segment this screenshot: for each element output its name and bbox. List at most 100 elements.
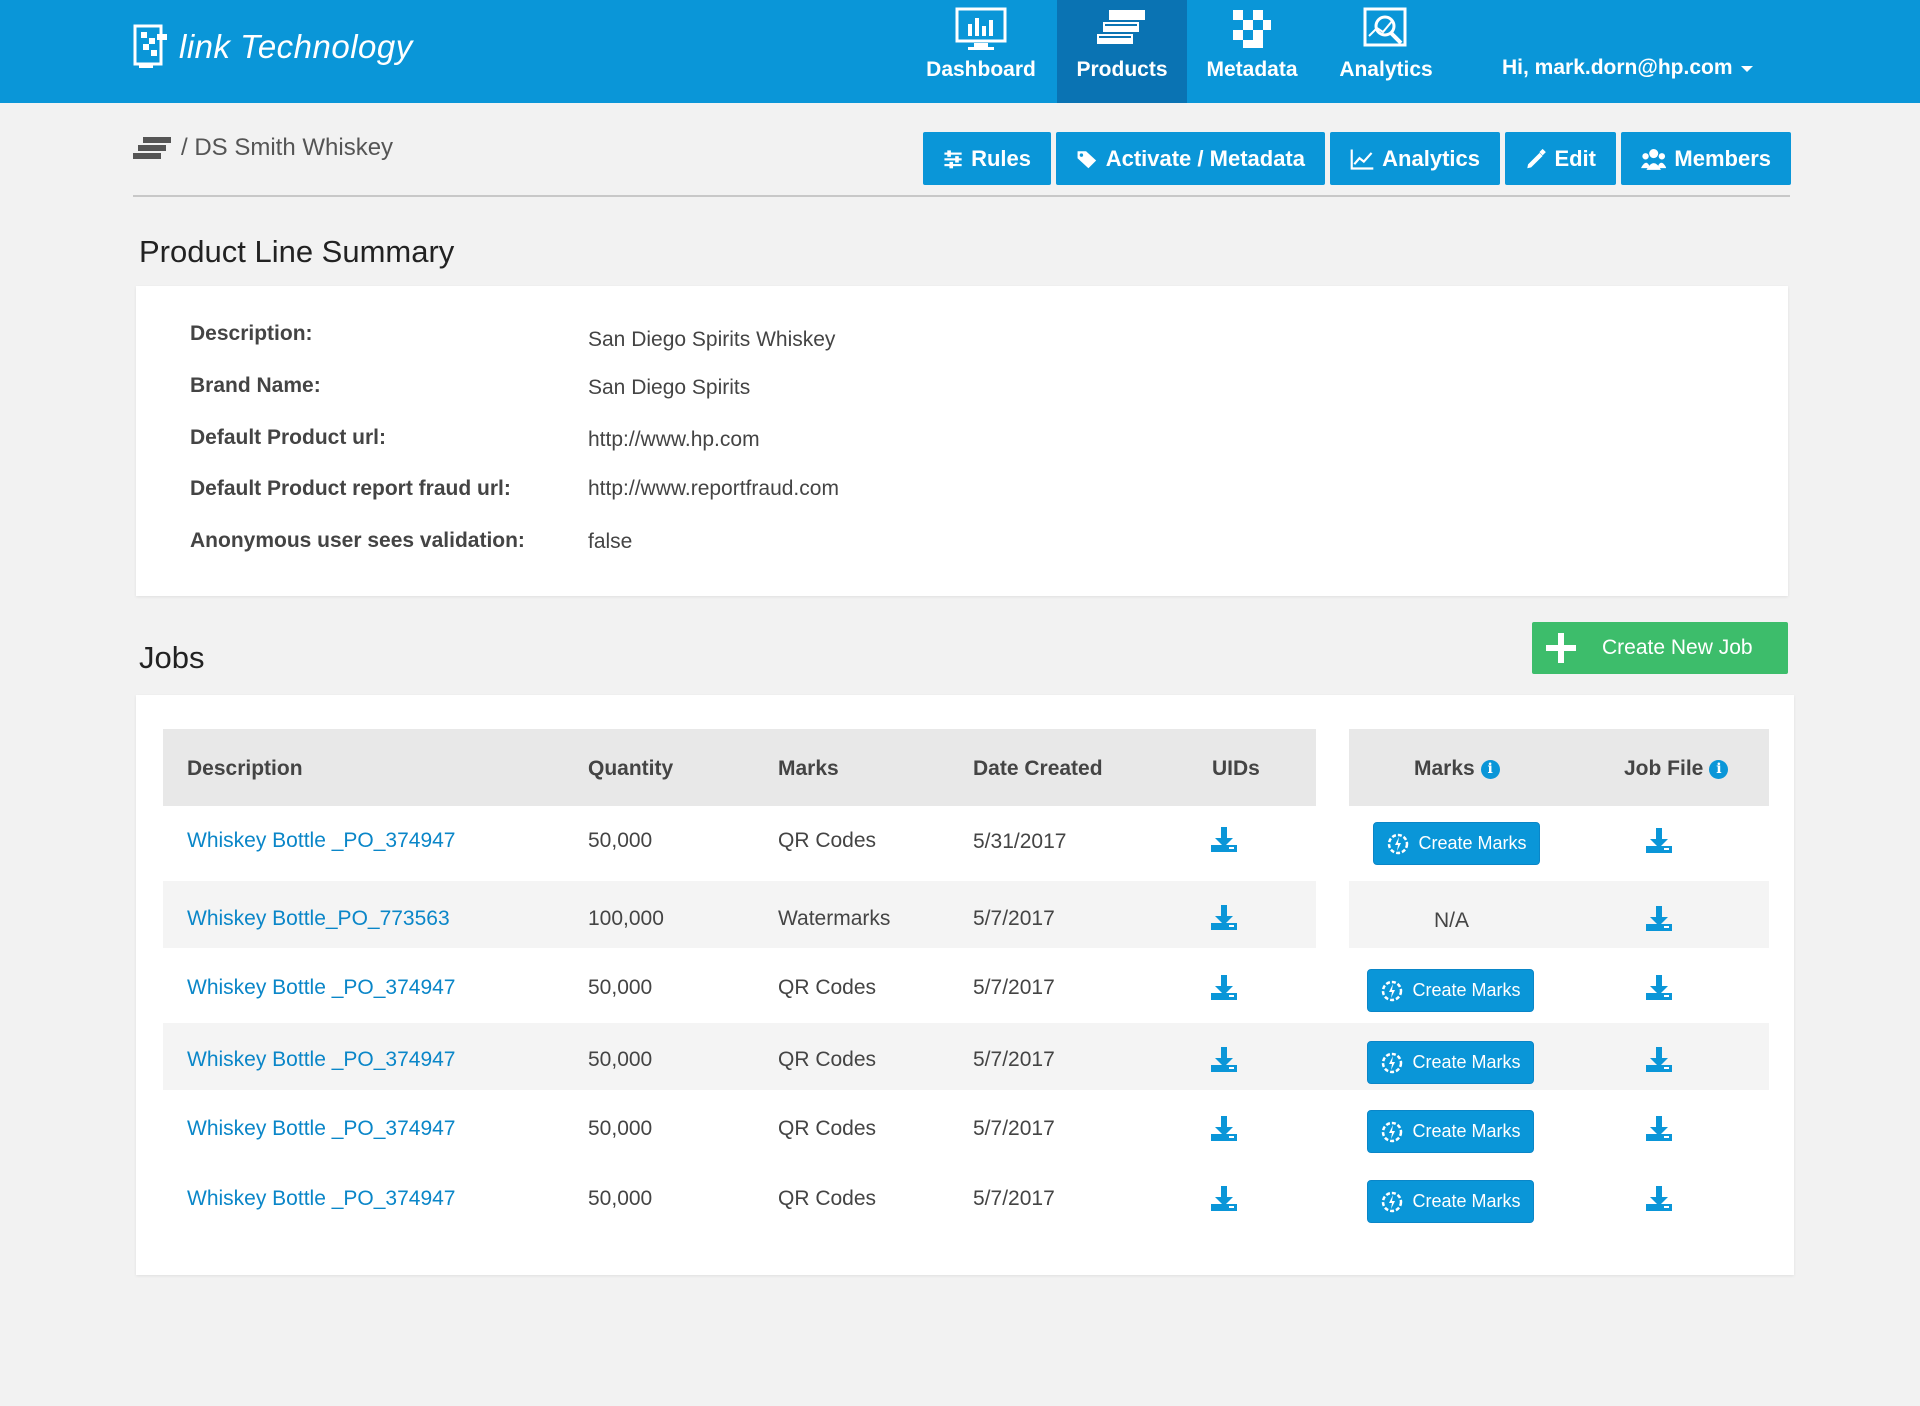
field-value: San Diego Spirits	[588, 376, 751, 399]
job-quantity: 50,000	[588, 976, 653, 999]
rules-label: Rules	[971, 145, 1031, 171]
gear-icon	[1382, 1121, 1403, 1142]
activate-metadata-button[interactable]: Activate / Metadata	[1056, 132, 1325, 185]
job-description-link[interactable]: Whiskey Bottle _PO_374947	[187, 976, 456, 999]
nav-dashboard-label: Dashboard	[926, 58, 1036, 81]
user-menu[interactable]: Hi, mark.dorn@hp.com	[1502, 56, 1753, 80]
job-marks: QR Codes	[778, 1048, 877, 1071]
chevron-down-icon	[1740, 66, 1753, 72]
job-description-link[interactable]: Whiskey Bottle _PO_374947	[187, 829, 456, 852]
summary-title: Product Line Summary	[139, 234, 455, 269]
info-icon[interactable]: i	[1480, 759, 1500, 779]
plus-icon	[1546, 633, 1576, 663]
create-new-job-button[interactable]: Create New Job	[1532, 622, 1788, 674]
job-date: 5/7/2017	[973, 1117, 1055, 1140]
edit-label: Edit	[1554, 145, 1596, 171]
create-marks-button[interactable]: Create Marks	[1373, 822, 1540, 865]
table-header	[163, 729, 1316, 806]
analytics-icon	[1363, 7, 1407, 47]
field-label: Default Product url:	[190, 426, 387, 449]
metadata-icon	[1233, 10, 1271, 48]
nav-metadata-label: Metadata	[1206, 58, 1298, 81]
user-greeting: Hi, mark.dorn@hp.com	[1502, 56, 1733, 79]
row-stripe	[1349, 881, 1769, 948]
summary-card: Description: San Diego Spirits Whiskey B…	[136, 286, 1788, 596]
job-quantity: 100,000	[588, 907, 664, 930]
nav-products[interactable]: Products	[1057, 0, 1187, 103]
download-job-file-icon[interactable]	[1645, 1185, 1673, 1213]
nav-metadata[interactable]: Metadata	[1190, 0, 1314, 103]
divider	[133, 195, 1790, 197]
create-marks-label: Create Marks	[1412, 1121, 1521, 1141]
members-button[interactable]: Members	[1621, 132, 1791, 185]
job-description-link[interactable]: Whiskey Bottle _PO_374947	[187, 1117, 456, 1140]
download-uids-icon[interactable]	[1210, 974, 1238, 1002]
job-date: 5/31/2017	[973, 830, 1067, 853]
products-icon	[1097, 10, 1145, 44]
nav-analytics-label: Analytics	[1339, 58, 1433, 81]
users-icon	[1641, 148, 1667, 170]
job-description-link[interactable]: Whiskey Bottle _PO_374947	[187, 1048, 456, 1071]
download-job-file-icon[interactable]	[1645, 827, 1673, 855]
job-quantity: 50,000	[588, 829, 653, 852]
brand-name: link Technology	[179, 28, 413, 65]
create-marks-button[interactable]: Create Marks	[1367, 969, 1534, 1012]
nav-products-label: Products	[1076, 58, 1168, 81]
analytics-button[interactable]: Analytics	[1330, 132, 1500, 185]
download-uids-icon[interactable]	[1210, 1115, 1238, 1143]
gear-icon	[1382, 1052, 1403, 1073]
job-marks: Watermarks	[778, 907, 891, 930]
col-date-created[interactable]: Date Created	[973, 757, 1103, 780]
sliders-icon	[944, 149, 962, 168]
job-marks: QR Codes	[778, 1117, 877, 1140]
nav-dashboard[interactable]: Dashboard	[917, 0, 1045, 103]
field-value: http://www.hp.com	[588, 428, 760, 451]
create-marks-label: Create Marks	[1418, 833, 1527, 853]
download-uids-icon[interactable]	[1210, 1046, 1238, 1074]
col-description[interactable]: Description	[187, 757, 303, 780]
download-job-file-icon[interactable]	[1645, 1115, 1673, 1143]
brand-logo[interactable]: link Technology	[133, 22, 413, 72]
field-label: Brand Name:	[190, 374, 321, 397]
job-description-link[interactable]: Whiskey Bottle _PO_374947	[187, 1187, 456, 1210]
job-marks: QR Codes	[778, 829, 877, 852]
job-date: 5/7/2017	[973, 907, 1055, 930]
dashboard-icon	[955, 7, 1007, 50]
analytics-label: Analytics	[1382, 145, 1480, 171]
rules-button[interactable]: Rules	[923, 132, 1051, 185]
create-marks-label: Create Marks	[1412, 1052, 1521, 1072]
products-breadcrumb-icon[interactable]	[133, 134, 173, 162]
col-job-file-label: Job File	[1624, 757, 1704, 780]
col-uids[interactable]: UIDs	[1212, 757, 1260, 780]
edit-button[interactable]: Edit	[1505, 132, 1616, 185]
col-job-file: Job File i	[1624, 757, 1729, 781]
create-new-job-label: Create New Job	[1602, 636, 1753, 659]
create-marks-button[interactable]: Create Marks	[1367, 1041, 1534, 1084]
create-marks-button[interactable]: Create Marks	[1367, 1110, 1534, 1153]
job-marks: QR Codes	[778, 1187, 877, 1210]
product-actions: Rules Activate / Metadata Analytics Edit	[923, 132, 1791, 185]
tag-icon	[1077, 150, 1097, 168]
line-chart-icon	[1350, 149, 1374, 170]
gear-icon	[1382, 980, 1403, 1001]
download-job-file-icon[interactable]	[1645, 1046, 1673, 1074]
job-quantity: 50,000	[588, 1117, 653, 1140]
job-date: 5/7/2017	[973, 976, 1055, 999]
col-quantity[interactable]: Quantity	[588, 757, 674, 780]
create-marks-label: Create Marks	[1412, 1191, 1521, 1211]
info-icon[interactable]: i	[1709, 759, 1729, 779]
field-label: Description:	[190, 322, 313, 345]
gear-icon	[1388, 833, 1409, 854]
download-uids-icon[interactable]	[1210, 826, 1238, 854]
nav-analytics[interactable]: Analytics	[1325, 0, 1447, 103]
col-marks[interactable]: Marks	[778, 757, 839, 780]
job-description-link[interactable]: Whiskey Bottle_PO_773563	[187, 907, 450, 930]
link-logo-icon	[133, 24, 167, 68]
download-job-file-icon[interactable]	[1645, 905, 1673, 933]
job-marks: QR Codes	[778, 976, 877, 999]
download-uids-icon[interactable]	[1210, 904, 1238, 932]
download-uids-icon[interactable]	[1210, 1185, 1238, 1213]
download-job-file-icon[interactable]	[1645, 974, 1673, 1002]
col-marks-action: Marks i	[1414, 757, 1500, 781]
create-marks-button[interactable]: Create Marks	[1367, 1180, 1534, 1223]
